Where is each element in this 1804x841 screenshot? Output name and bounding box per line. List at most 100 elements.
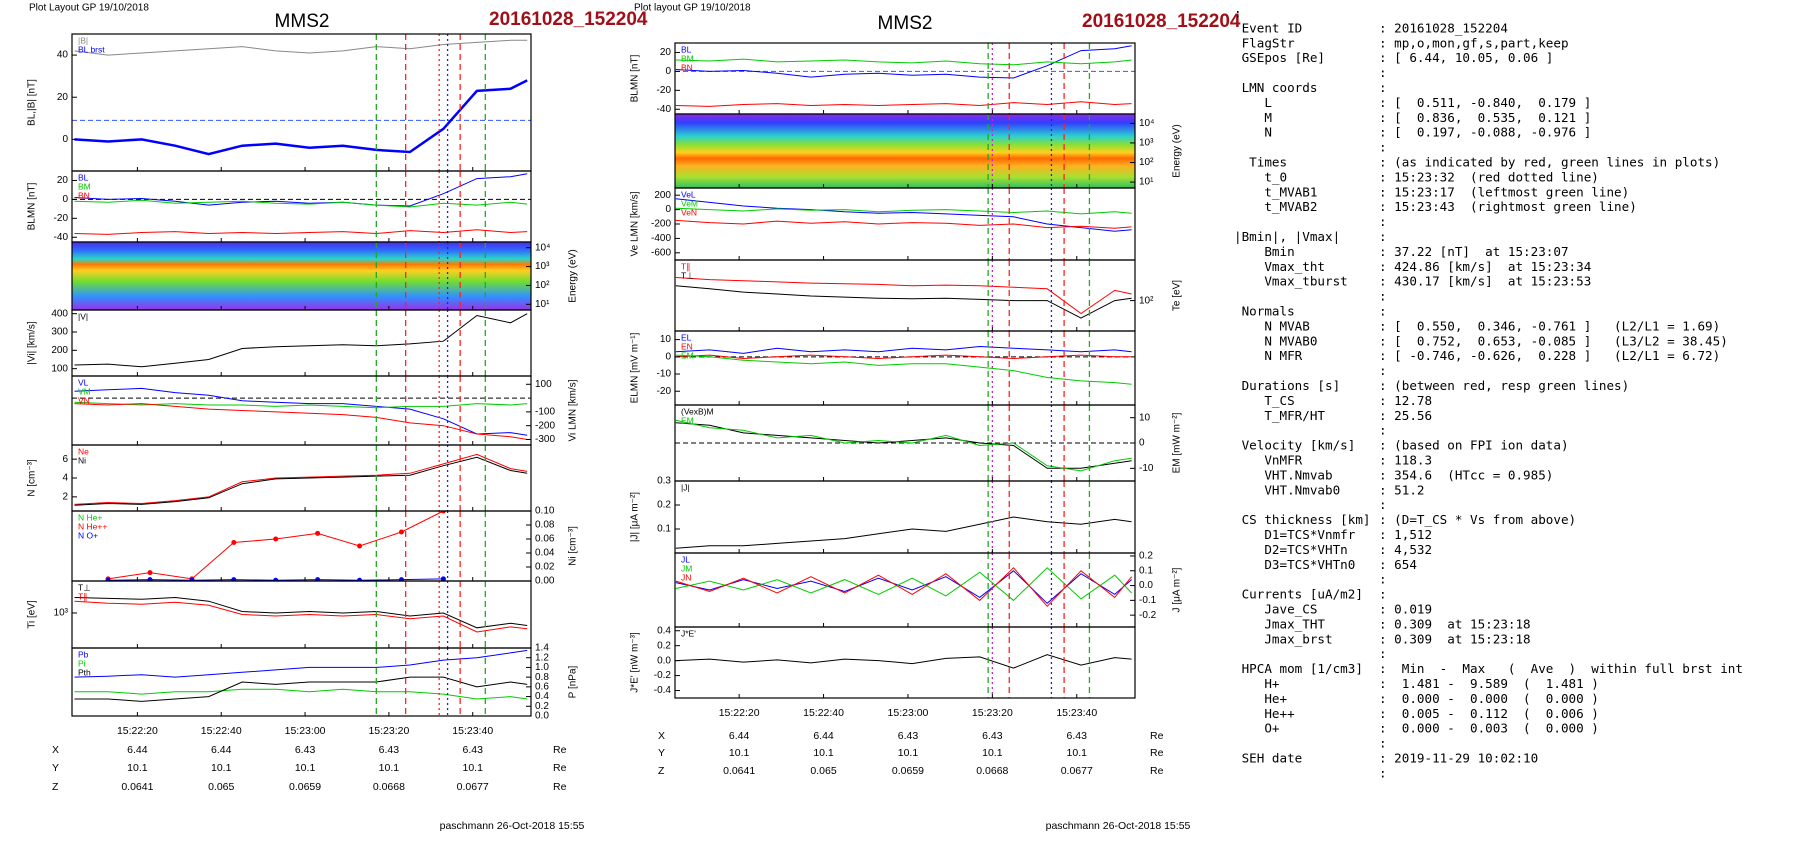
y-axis-label: Ti [eV] (27, 600, 38, 629)
y-tick-label: 0 (665, 351, 671, 362)
legend-entry: BM (681, 53, 694, 63)
position-value: 10.1 (295, 762, 316, 774)
info-value: : [ -0.746, -0.626, 0.228 ] (L2/L1 = 6.7… (1379, 348, 1720, 363)
info-value: : 0.309 at 15:23:18 (1379, 616, 1531, 631)
y-tick-label: 20 (57, 175, 69, 186)
legend-entry: |B| (78, 35, 88, 45)
legend-entry: BM (78, 181, 91, 191)
y-tick-label: 10 (1139, 412, 1151, 423)
legend-entry: |V| (78, 311, 88, 321)
spectrogram (675, 114, 1135, 188)
info-label: Jmax_brst (1234, 631, 1333, 646)
info-label: VnMFR (1234, 453, 1303, 468)
info-value: : 15:23:17 (leftmost green line) (1379, 184, 1629, 199)
position-value: 10.1 (1067, 747, 1088, 759)
x-tick-label: 15:23:00 (888, 707, 929, 719)
info-value: : (1379, 229, 1387, 244)
y-tick-label: 0.08 (535, 520, 555, 531)
info-label: N MVAB0 (1234, 333, 1317, 348)
series-line (74, 199, 528, 208)
info-value: : 0.309 at 15:23:18 (1379, 631, 1531, 646)
x-tick-label: 15:22:20 (117, 725, 158, 737)
series-line (675, 422, 1132, 469)
series-line (74, 173, 528, 207)
data-point (398, 577, 404, 581)
x-tick-label: 15:23:20 (368, 725, 409, 737)
info-label: HPCA mom [1/cm3] (1234, 661, 1363, 676)
position-value: 10.1 (729, 747, 750, 759)
y-tick-label: -200 (651, 219, 671, 230)
plot-footer: paschmann 26-Oct-2018 15:55 (440, 820, 585, 832)
y-tick-label: -0.2 (1139, 610, 1157, 621)
info-label: Vmax_tht (1234, 259, 1325, 274)
panel-frame (674, 259, 1136, 332)
y-axis-label: BL,|B| [nT] (27, 79, 38, 126)
series-line (675, 570, 1132, 604)
position-value: 0.065 (208, 781, 234, 793)
position-value: 0.0641 (723, 765, 755, 777)
series-line (675, 277, 1132, 315)
info-value: : (1379, 765, 1387, 780)
position-unit: Re (553, 762, 567, 774)
legend-entry: T⊥ (681, 270, 694, 280)
legend-entry: JM (681, 563, 692, 573)
info-value: : (D=T_CS * Vs from above) (1379, 512, 1576, 527)
position-unit: Re (553, 781, 567, 793)
plot-footer: paschmann 26-Oct-2018 15:55 (1046, 820, 1191, 832)
info-value: : (1379, 587, 1387, 602)
y-axis-label: BLMN [nT] (630, 54, 641, 102)
info-value: : 1.481 - 9.589 ( 1.481 ) (1379, 676, 1599, 691)
info-label: H+ (1234, 676, 1280, 691)
y-tick-label: 0.0 (1139, 580, 1153, 591)
position-value: 6.44 (127, 744, 148, 756)
info-value: : 15:23:32 (red dotted line) (1379, 169, 1599, 184)
info-label: |Bmin|, |Vmax| (1234, 229, 1340, 244)
info-value: : [ 0.197, -0.088, -0.976 ] (1379, 125, 1591, 140)
panel-plot-area (105, 511, 486, 581)
y-tick-label: 0.4 (657, 625, 671, 636)
y-tick-label: 0.3 (657, 476, 671, 487)
position-row-label: Z (658, 765, 665, 777)
position-value: 6.43 (295, 744, 316, 756)
panel-plot-area (675, 481, 1132, 553)
y-tick-label: 0.06 (535, 534, 555, 545)
y-tick-label: 0 (1139, 438, 1145, 449)
y-tick-label: -20 (657, 386, 672, 397)
y-tick-label: 0.0 (535, 711, 549, 722)
y-tick-label: 20 (660, 47, 672, 58)
info-label: Vmax_tburst (1234, 274, 1348, 289)
y-axis-label: BLMN [nT] (27, 182, 38, 230)
y-tick-label: 20 (57, 92, 69, 103)
y-tick-label: 0.1 (1139, 565, 1153, 576)
panel: 10² Te [eV] T∥T⊥ (674, 259, 1183, 332)
info-label: D1=TCS*Vnmfr (1234, 527, 1356, 542)
panel-plot-area (72, 171, 531, 242)
series-line (74, 313, 528, 368)
y-tick-label: 4 (62, 473, 68, 484)
series-line (74, 456, 528, 506)
info-value: : (based on FPI ion data) (1379, 438, 1569, 453)
y-tick-label: 0 (62, 194, 68, 205)
y-tick-label: -0.4 (654, 685, 672, 696)
info-value: : 25.56 (1379, 408, 1432, 423)
legend-entry: BN (78, 190, 90, 200)
info-label: O+ (1234, 721, 1280, 736)
info-value: : [ 0.752, 0.653, -0.085 ] (L3/L2 = 38.4… (1379, 333, 1728, 348)
info-value: : mp,o,mon,gf,s,part,keep (1379, 35, 1569, 50)
series-line (675, 654, 1132, 669)
y-tick-label: -400 (651, 233, 671, 244)
info-value: : 37.22 [nT] at 15:23:07 (1379, 244, 1569, 259)
position-row-label: Y (658, 747, 665, 759)
position-value: 0.0668 (976, 765, 1008, 777)
legend-entry: Ne (78, 446, 89, 456)
position-value: 0.0641 (121, 781, 153, 793)
plot-title: MMS2 (275, 11, 330, 32)
y-tick-label: -300 (535, 434, 555, 445)
series-line (675, 45, 1132, 79)
panel-frame (674, 480, 1136, 554)
info-value: : (1379, 646, 1387, 661)
y-axis-label: J [μA m⁻²] (1172, 567, 1183, 612)
legend-entry: |J| (681, 482, 690, 492)
